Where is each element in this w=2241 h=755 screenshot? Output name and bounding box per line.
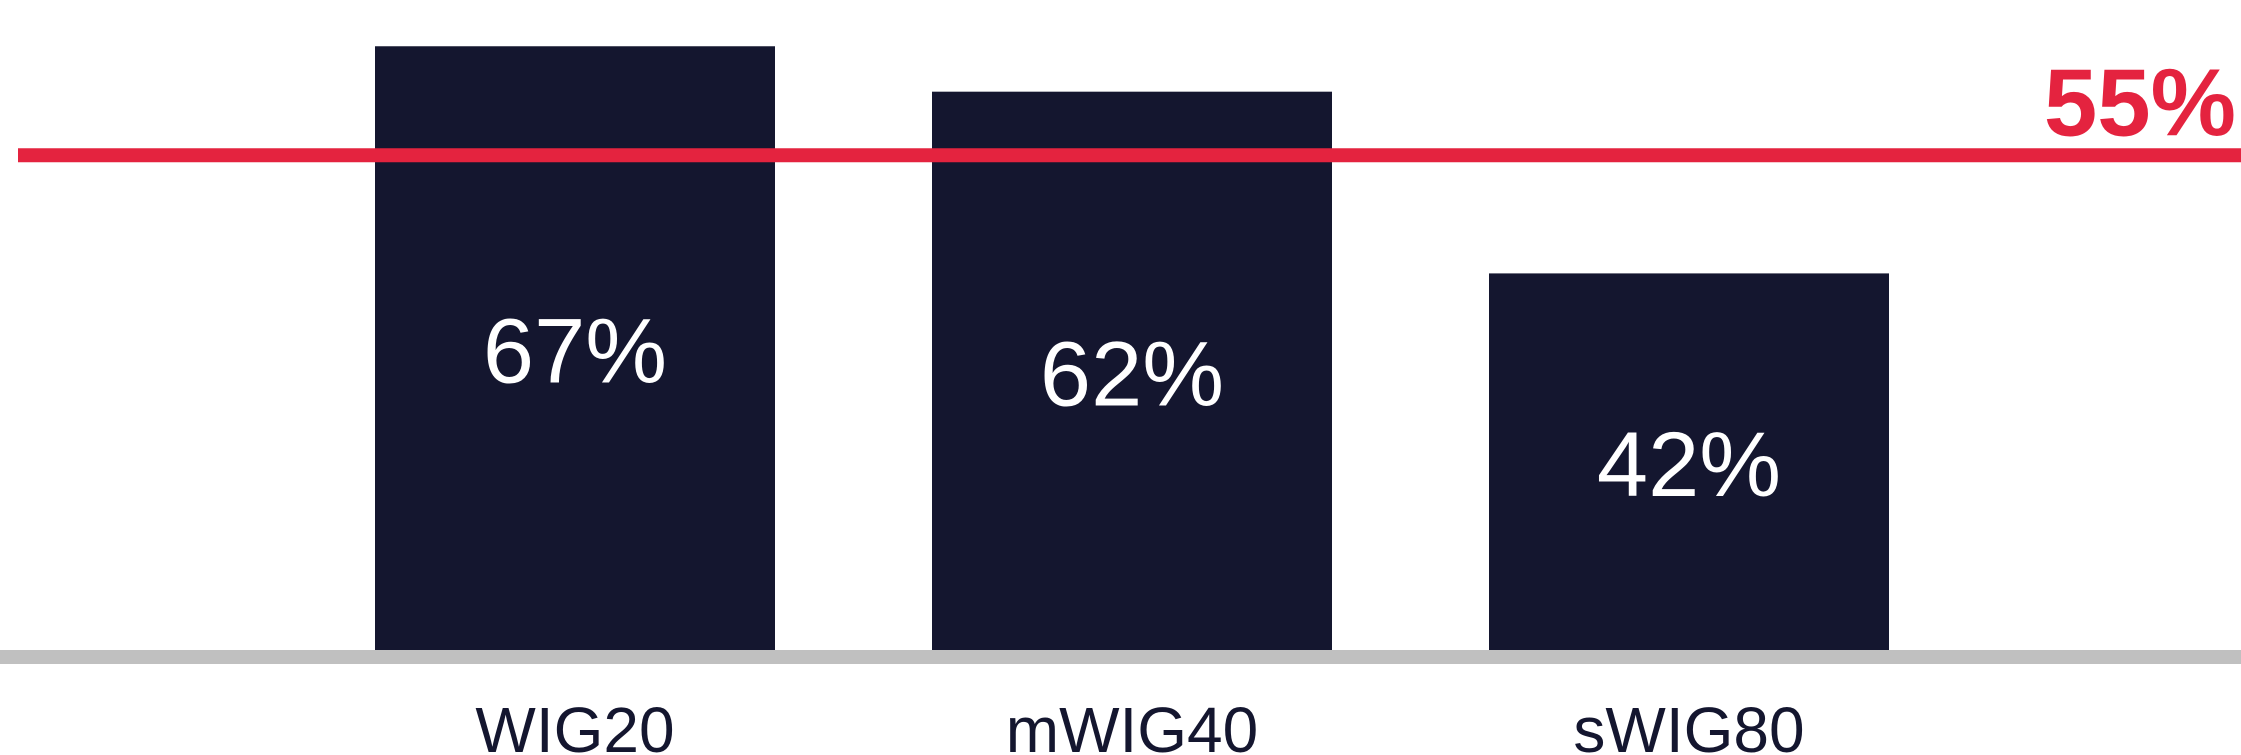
bar-wig20 [375,46,775,655]
category-label: WIG20 [475,694,674,755]
reference-line-label: 55% [2044,49,2236,156]
bar-value-labels: 67% 62% 42% [483,301,1781,517]
bar-mwig40 [932,91,1332,655]
bar-swig80 [1489,273,1889,655]
bar-value-label: 62% [1040,323,1224,425]
category-label: sWIG80 [1573,694,1804,755]
bars-group [375,46,1889,655]
category-label: mWIG40 [1006,694,1258,755]
bar-value-label: 42% [1597,414,1781,516]
bar-value-label: 67% [483,301,667,403]
category-labels: WIG20 mWIG40 sWIG80 [475,694,1804,755]
